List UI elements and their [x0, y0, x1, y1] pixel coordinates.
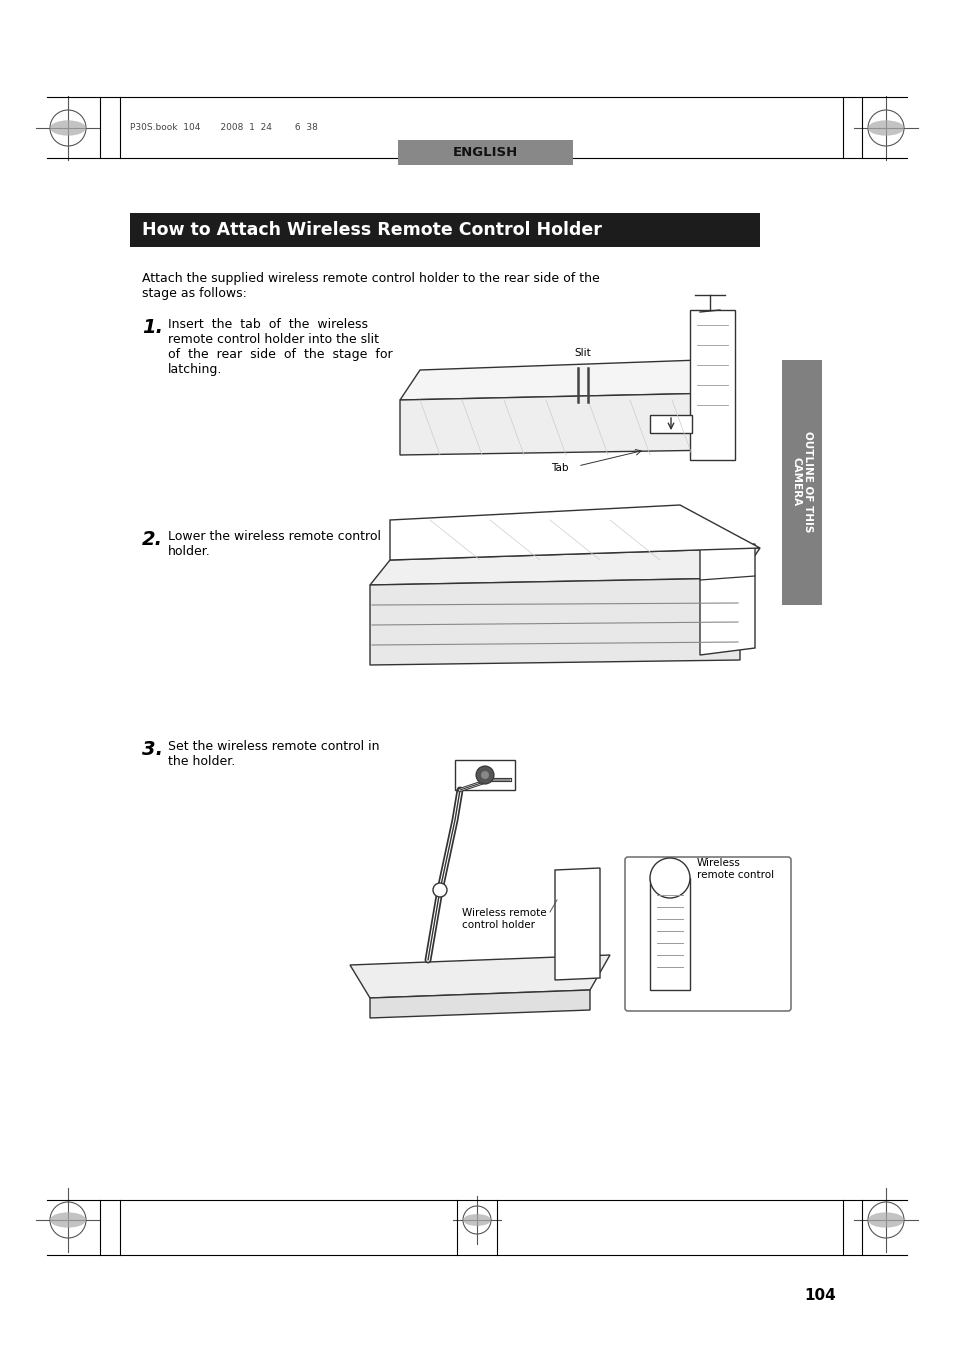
- Ellipse shape: [50, 120, 86, 135]
- Text: 1.: 1.: [142, 317, 163, 336]
- Polygon shape: [370, 578, 740, 665]
- Text: ENGLISH: ENGLISH: [452, 146, 517, 158]
- Bar: [397, 141, 573, 165]
- Bar: [700, 612, 707, 621]
- Text: 104: 104: [803, 1288, 835, 1302]
- Circle shape: [433, 884, 447, 897]
- Text: Tab: Tab: [551, 463, 568, 473]
- Polygon shape: [390, 505, 760, 561]
- Polygon shape: [399, 359, 720, 400]
- FancyBboxPatch shape: [624, 857, 790, 1011]
- Ellipse shape: [867, 120, 903, 135]
- Bar: [130, 213, 760, 247]
- Polygon shape: [555, 867, 599, 979]
- Circle shape: [649, 858, 689, 898]
- Text: P30S.book  104       2008  1  24        6  38: P30S.book 104 2008 1 24 6 38: [130, 123, 317, 132]
- Polygon shape: [399, 393, 720, 455]
- Polygon shape: [700, 544, 754, 655]
- Text: 3.: 3.: [142, 740, 163, 759]
- Circle shape: [476, 766, 494, 784]
- Polygon shape: [370, 549, 760, 585]
- Text: Lower the wireless remote control
holder.: Lower the wireless remote control holder…: [168, 530, 380, 558]
- Bar: [781, 359, 821, 605]
- Text: OUTLINE OF THIS
CAMERA: OUTLINE OF THIS CAMERA: [790, 431, 812, 532]
- Polygon shape: [649, 878, 689, 990]
- Text: 2.: 2.: [142, 530, 163, 549]
- Polygon shape: [370, 990, 589, 1019]
- Text: How to Attach Wireless Remote Control Holder: How to Attach Wireless Remote Control Ho…: [142, 222, 601, 239]
- Text: Slit: Slit: [574, 349, 591, 358]
- Polygon shape: [649, 415, 691, 434]
- Bar: [726, 612, 734, 621]
- Bar: [714, 612, 722, 621]
- Polygon shape: [689, 309, 734, 459]
- Text: Attach the supplied wireless remote control holder to the rear side of the
stage: Attach the supplied wireless remote cont…: [142, 272, 599, 300]
- Ellipse shape: [867, 1212, 903, 1228]
- Ellipse shape: [50, 1212, 86, 1228]
- Text: Wireless
remote control: Wireless remote control: [697, 858, 773, 880]
- Text: Set the wireless remote control in
the holder.: Set the wireless remote control in the h…: [168, 740, 379, 767]
- Polygon shape: [350, 955, 609, 998]
- Ellipse shape: [462, 1215, 491, 1225]
- Text: Wireless remote
control holder: Wireless remote control holder: [461, 908, 546, 929]
- Text: Insert  the  tab  of  the  wireless
remote control holder into the slit
of  the : Insert the tab of the wireless remote co…: [168, 317, 393, 376]
- Polygon shape: [455, 761, 515, 790]
- Circle shape: [480, 771, 489, 780]
